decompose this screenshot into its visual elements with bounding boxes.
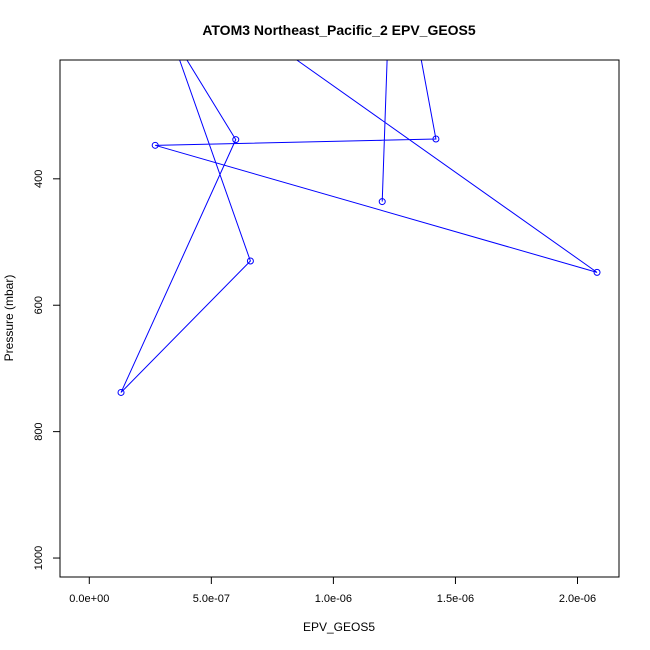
data-point [432, 135, 440, 143]
x-axis: 0.0e+00 5.0e-07 1.0e-06 1.5e-06 2.0e-06 [69, 576, 596, 605]
data-point [378, 198, 386, 206]
chart-title: ATOM3 Northeast_Pacific_2 EPV_GEOS5 [202, 22, 476, 38]
x-tick-label: 2.0e-06 [559, 593, 596, 605]
series-line [120, 60, 598, 393]
x-tick-label: 1.5e-06 [437, 593, 474, 605]
y-tick-label: 400 [33, 170, 45, 188]
y-tick-label: 600 [33, 296, 45, 314]
x-tick-label: 1.0e-06 [315, 593, 352, 605]
x-tick-label: 0.0e+00 [69, 593, 109, 605]
plot-area [117, 60, 601, 396]
x-tick-label: 5.0e-07 [193, 593, 230, 605]
y-tick-label: 800 [33, 422, 45, 440]
data-point [593, 268, 601, 276]
data-point [117, 388, 125, 396]
data-point [151, 141, 159, 149]
y-axis-label: Pressure (mbar) [2, 275, 16, 362]
x-axis-label: EPV_GEOS5 [303, 620, 375, 634]
data-point [232, 136, 240, 144]
y-tick-label: 1000 [33, 546, 45, 570]
plot-border [59, 59, 620, 578]
data-point [246, 257, 254, 265]
y-axis: 400 600 800 1000 [33, 170, 61, 570]
